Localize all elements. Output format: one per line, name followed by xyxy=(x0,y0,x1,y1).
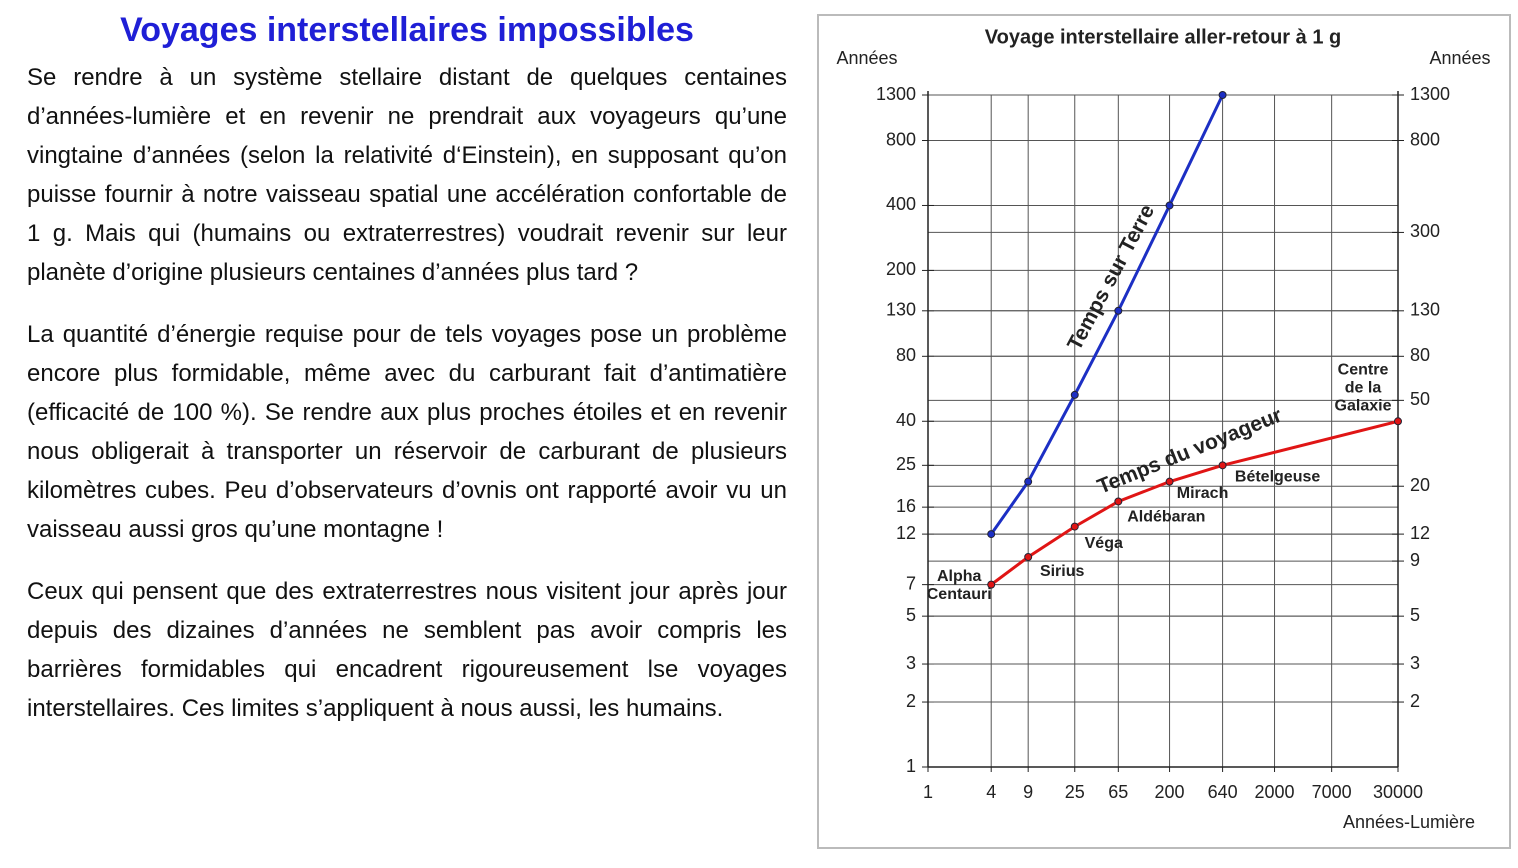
y2-tick-label: 20 xyxy=(1410,475,1430,495)
y-tick-label: 800 xyxy=(886,129,916,149)
y-tick-label: 7 xyxy=(906,573,916,593)
point-annotation: Alpha xyxy=(937,568,982,585)
point-annotation: de la xyxy=(1345,379,1382,396)
y2-tick-label: 1300 xyxy=(1410,84,1450,104)
y-tick-label: 200 xyxy=(886,259,916,279)
x-tick-label: 200 xyxy=(1155,782,1185,802)
chart-title: Voyage interstellaire aller-retour à 1 g xyxy=(985,26,1341,48)
data-point xyxy=(1165,477,1174,486)
data-point xyxy=(1024,477,1033,486)
y-axis-label: Années xyxy=(836,48,897,68)
data-point xyxy=(1070,522,1079,531)
x-tick-label: 65 xyxy=(1108,782,1128,802)
y2-axis-label: Années xyxy=(1429,48,1490,68)
y2-tick-label: 5 xyxy=(1410,605,1420,625)
data-point xyxy=(1218,461,1227,470)
y2-tick-label: 12 xyxy=(1410,523,1430,543)
x-tick-label: 2000 xyxy=(1255,782,1295,802)
x-tick-label: 25 xyxy=(1065,782,1085,802)
chart-frame xyxy=(817,14,1511,849)
point-annotation: Mirach xyxy=(1177,485,1229,502)
x-tick-label: 30000 xyxy=(1373,782,1423,802)
paragraph: Ceux qui pensent que des extraterrestres… xyxy=(27,578,787,722)
y-tick-label: 2 xyxy=(906,691,916,711)
point-annotation: Galaxie xyxy=(1335,397,1392,414)
data-point xyxy=(1114,497,1123,506)
y2-tick-label: 800 xyxy=(1410,129,1440,149)
y2-tick-label: 2 xyxy=(1410,691,1420,711)
text-column: Voyages interstellaires impossibles Se r… xyxy=(27,8,787,751)
y2-tick-label: 300 xyxy=(1410,221,1440,241)
y2-tick-label: 9 xyxy=(1410,550,1420,570)
data-point xyxy=(1218,91,1227,99)
y2-tick-label: 130 xyxy=(1410,300,1440,320)
data-point xyxy=(987,530,996,539)
y-tick-label: 12 xyxy=(896,523,916,543)
y-tick-label: 3 xyxy=(906,653,916,673)
y-tick-label: 400 xyxy=(886,194,916,214)
y-tick-label: 80 xyxy=(896,345,916,365)
point-annotation: Centre xyxy=(1338,361,1389,378)
y2-tick-label: 50 xyxy=(1410,389,1430,409)
point-annotation: Véga xyxy=(1085,535,1123,552)
y-tick-label: 1 xyxy=(906,756,916,776)
y-tick-label: 5 xyxy=(906,605,916,625)
y-tick-label: 130 xyxy=(886,300,916,320)
y2-tick-label: 80 xyxy=(1410,345,1430,365)
paragraph: La quantité d’énergie requise pour de te… xyxy=(27,321,787,543)
heading: Voyages interstellaires impossibles xyxy=(120,11,694,49)
x-tick-label: 640 xyxy=(1208,782,1238,802)
chart: Voyage interstellaire aller-retour à 1 g… xyxy=(817,14,1511,849)
data-point xyxy=(987,580,996,589)
x-axis-label: Années-Lumière xyxy=(1343,812,1475,832)
y2-tick-label: 3 xyxy=(1410,653,1420,673)
data-point xyxy=(1024,552,1033,561)
data-point xyxy=(1114,306,1123,315)
point-annotation: Aldébaran xyxy=(1127,509,1205,526)
point-annotation: Bételgeuse xyxy=(1235,469,1320,486)
data-point xyxy=(1165,201,1174,210)
x-tick-label: 1 xyxy=(923,782,933,802)
point-annotation: Centauri xyxy=(927,586,992,603)
series-line xyxy=(989,94,1224,535)
y-tick-label: 16 xyxy=(896,496,916,516)
y-tick-label: 1300 xyxy=(876,84,916,104)
x-tick-label: 9 xyxy=(1023,782,1033,802)
x-tick-label: 4 xyxy=(986,782,996,802)
paragraph: Se rendre à un système stellaire distant… xyxy=(27,64,787,286)
point-annotation: Sirius xyxy=(1040,563,1085,580)
y-tick-label: 25 xyxy=(896,454,916,474)
x-tick-label: 7000 xyxy=(1312,782,1352,802)
data-point xyxy=(1394,417,1402,426)
y-tick-label: 40 xyxy=(896,410,916,430)
data-point xyxy=(1070,390,1079,399)
